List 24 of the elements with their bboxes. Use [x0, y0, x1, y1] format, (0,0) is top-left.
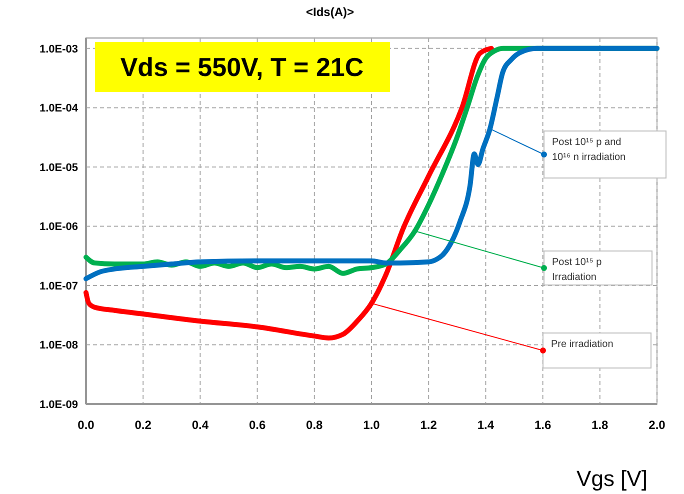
x-axis-title: Vgs [V] — [576, 466, 648, 491]
x-tick-label: 2.0 — [648, 418, 666, 432]
x-tick-label: 0.2 — [134, 418, 152, 432]
x-tick-label: 1.4 — [477, 418, 494, 432]
y-tick-label: 1.0E-04 — [39, 102, 79, 115]
x-tick-label: 1.0 — [363, 418, 380, 432]
y-tick-label: 1.0E-03 — [39, 43, 78, 56]
y-tick-label: 1.0E-07 — [39, 280, 78, 292]
y-tick-label: 1.0E-05 — [39, 162, 78, 174]
y-tick-label: 1.0E-08 — [39, 340, 78, 352]
annotation: Vds = 550V, T = 21C — [120, 52, 364, 82]
x-tick-label: 0.6 — [248, 418, 266, 432]
x-tick-label: 0.8 — [306, 418, 324, 432]
annotation: Post 10¹⁵ p and 10¹⁶ n irradiation — [552, 137, 626, 163]
x-tick-label: 1.2 — [420, 418, 438, 432]
x-tick-label: 0.4 — [192, 418, 209, 432]
x-tick-label: 0.0 — [78, 418, 95, 432]
annotation: Pre irradiation — [551, 339, 614, 350]
annotation: Post 10¹⁵ p Irradiation — [552, 257, 605, 283]
x-tick-label: 1.6 — [534, 418, 552, 432]
x-tick-label: 1.8 — [592, 418, 609, 432]
y-tick-label: 1.0E-09 — [39, 399, 78, 411]
y-axis-title: <Ids(A)> — [306, 5, 354, 19]
y-tick-label: 1.0E-06 — [39, 221, 78, 234]
